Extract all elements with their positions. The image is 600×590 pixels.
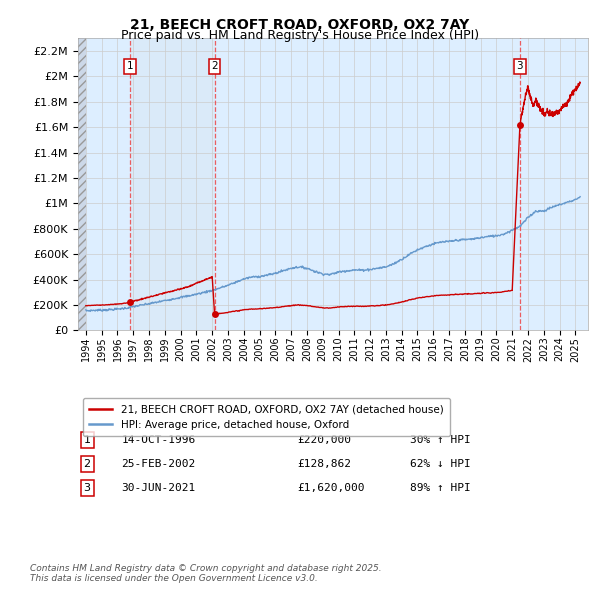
- Text: Contains HM Land Registry data © Crown copyright and database right 2025.
This d: Contains HM Land Registry data © Crown c…: [30, 563, 382, 583]
- Text: 1: 1: [83, 435, 91, 445]
- Text: 2: 2: [211, 61, 218, 71]
- Text: 14-OCT-1996: 14-OCT-1996: [121, 435, 196, 445]
- Text: 89% ↑ HPI: 89% ↑ HPI: [409, 483, 470, 493]
- Text: 2: 2: [83, 459, 91, 469]
- Text: £1,620,000: £1,620,000: [297, 483, 365, 493]
- Text: £128,862: £128,862: [297, 459, 351, 469]
- Text: 3: 3: [83, 483, 91, 493]
- Text: 1: 1: [127, 61, 133, 71]
- Text: 30-JUN-2021: 30-JUN-2021: [121, 483, 196, 493]
- Bar: [78, 38, 86, 330]
- Text: 25-FEB-2002: 25-FEB-2002: [121, 459, 196, 469]
- Text: 30% ↑ HPI: 30% ↑ HPI: [409, 435, 470, 445]
- Text: 3: 3: [517, 61, 523, 71]
- Text: 62% ↓ HPI: 62% ↓ HPI: [409, 459, 470, 469]
- Legend: 21, BEECH CROFT ROAD, OXFORD, OX2 7AY (detached house), HPI: Average price, deta: 21, BEECH CROFT ROAD, OXFORD, OX2 7AY (d…: [83, 398, 450, 436]
- Bar: [130, 38, 215, 330]
- Text: £220,000: £220,000: [297, 435, 351, 445]
- Text: Price paid vs. HM Land Registry's House Price Index (HPI): Price paid vs. HM Land Registry's House …: [121, 30, 479, 42]
- Text: 21, BEECH CROFT ROAD, OXFORD, OX2 7AY: 21, BEECH CROFT ROAD, OXFORD, OX2 7AY: [130, 18, 470, 32]
